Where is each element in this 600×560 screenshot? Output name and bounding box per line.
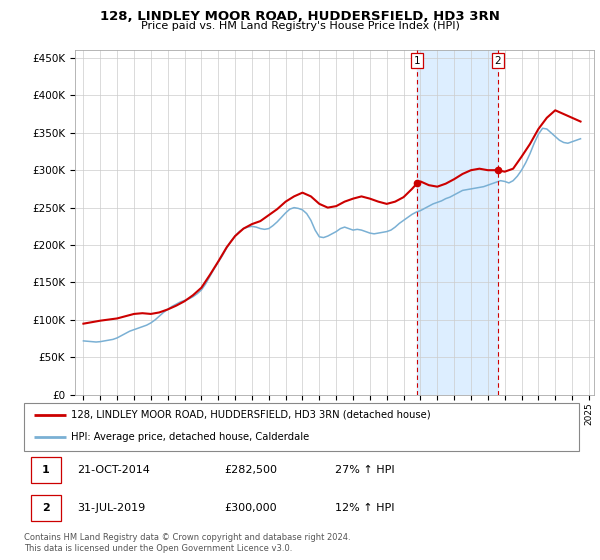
- Text: £282,500: £282,500: [224, 465, 277, 475]
- Text: Contains HM Land Registry data © Crown copyright and database right 2024.
This d: Contains HM Land Registry data © Crown c…: [24, 533, 350, 553]
- Text: 31-JUL-2019: 31-JUL-2019: [77, 503, 145, 513]
- Text: Price paid vs. HM Land Registry's House Price Index (HPI): Price paid vs. HM Land Registry's House …: [140, 21, 460, 31]
- FancyBboxPatch shape: [31, 495, 61, 521]
- Text: 21-OCT-2014: 21-OCT-2014: [77, 465, 149, 475]
- Text: 2: 2: [494, 55, 501, 66]
- FancyBboxPatch shape: [24, 403, 579, 451]
- Text: 128, LINDLEY MOOR ROAD, HUDDERSFIELD, HD3 3RN (detached house): 128, LINDLEY MOOR ROAD, HUDDERSFIELD, HD…: [71, 409, 431, 419]
- Bar: [417, 50, 497, 395]
- Text: HPI: Average price, detached house, Calderdale: HPI: Average price, detached house, Cald…: [71, 432, 310, 442]
- Text: £300,000: £300,000: [224, 503, 277, 513]
- FancyBboxPatch shape: [31, 457, 61, 483]
- Text: 1: 1: [42, 465, 50, 475]
- Text: 12% ↑ HPI: 12% ↑ HPI: [335, 503, 394, 513]
- Text: 128, LINDLEY MOOR ROAD, HUDDERSFIELD, HD3 3RN: 128, LINDLEY MOOR ROAD, HUDDERSFIELD, HD…: [100, 10, 500, 22]
- Text: 1: 1: [414, 55, 421, 66]
- Text: 2: 2: [42, 503, 50, 513]
- Text: 27% ↑ HPI: 27% ↑ HPI: [335, 465, 394, 475]
